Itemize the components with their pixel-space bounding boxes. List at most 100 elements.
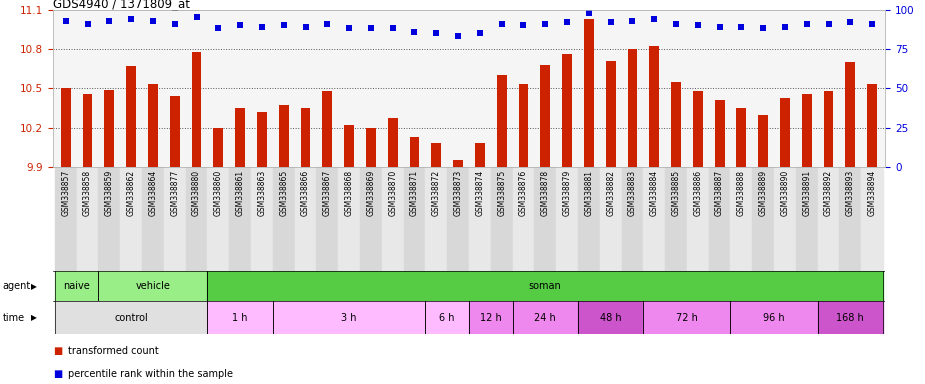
Text: GSM338862: GSM338862: [127, 170, 136, 216]
Bar: [578, 301, 643, 334]
Point: [386, 25, 401, 31]
Text: GSM338882: GSM338882: [606, 170, 615, 216]
Text: 24 h: 24 h: [535, 313, 556, 323]
Bar: [257, 112, 266, 167]
Bar: [818, 301, 883, 334]
Bar: [170, 96, 179, 167]
Point: [364, 25, 378, 31]
Bar: [127, 66, 136, 167]
Bar: [105, 89, 115, 167]
Bar: [475, 143, 485, 167]
Bar: [736, 108, 746, 167]
Point: [712, 24, 727, 30]
Text: GSM338880: GSM338880: [192, 170, 201, 216]
Point: [473, 30, 487, 36]
Text: GSM338889: GSM338889: [758, 170, 768, 216]
Text: GSM338871: GSM338871: [410, 170, 419, 216]
Point: [102, 18, 117, 24]
Bar: [360, 167, 382, 271]
Text: naive: naive: [63, 281, 90, 291]
Point: [298, 24, 313, 30]
Point: [233, 22, 248, 28]
Bar: [344, 125, 354, 167]
Bar: [752, 167, 774, 271]
Bar: [366, 128, 376, 167]
Bar: [453, 161, 463, 167]
Point: [277, 22, 291, 28]
Point: [756, 25, 771, 31]
Point: [516, 22, 531, 28]
Bar: [715, 100, 724, 167]
Text: GSM338857: GSM338857: [61, 170, 70, 217]
Bar: [861, 167, 883, 271]
Text: time: time: [3, 313, 25, 323]
Text: GSM338876: GSM338876: [519, 170, 528, 217]
Text: transformed count: transformed count: [68, 346, 158, 356]
Bar: [207, 271, 883, 301]
Text: 6 h: 6 h: [439, 313, 455, 323]
Bar: [584, 19, 594, 167]
Bar: [649, 46, 660, 167]
Text: GSM338888: GSM338888: [737, 170, 746, 216]
Text: GSM338881: GSM338881: [585, 170, 593, 216]
Bar: [164, 167, 186, 271]
Text: GSM338887: GSM338887: [715, 170, 724, 216]
Text: percentile rank within the sample: percentile rank within the sample: [68, 369, 232, 379]
Text: agent: agent: [3, 281, 31, 291]
Bar: [235, 108, 245, 167]
Text: 3 h: 3 h: [341, 313, 357, 323]
Text: GSM338870: GSM338870: [388, 170, 397, 217]
Bar: [709, 167, 731, 271]
Text: GSM338858: GSM338858: [83, 170, 93, 216]
Point: [407, 28, 422, 35]
Text: vehicle: vehicle: [136, 281, 170, 291]
Bar: [665, 167, 687, 271]
Bar: [447, 167, 469, 271]
Bar: [301, 108, 311, 167]
Point: [429, 30, 444, 36]
Bar: [535, 167, 556, 271]
Bar: [55, 167, 77, 271]
Bar: [431, 143, 441, 167]
Text: GSM338859: GSM338859: [105, 170, 114, 217]
Text: GSM338875: GSM338875: [497, 170, 506, 217]
Bar: [469, 301, 512, 334]
Text: 96 h: 96 h: [763, 313, 785, 323]
Text: 168 h: 168 h: [836, 313, 864, 323]
Text: ■: ■: [53, 369, 62, 379]
Bar: [186, 167, 207, 271]
Bar: [868, 84, 877, 167]
Text: GSM338894: GSM338894: [868, 170, 877, 217]
Text: 48 h: 48 h: [599, 313, 622, 323]
Point: [320, 21, 335, 27]
Bar: [229, 167, 251, 271]
Bar: [142, 167, 164, 271]
Bar: [278, 105, 289, 167]
Point: [560, 19, 574, 25]
Point: [734, 24, 749, 30]
Bar: [556, 167, 578, 271]
Text: GSM338863: GSM338863: [257, 170, 266, 217]
Bar: [82, 94, 93, 167]
Text: GSM338878: GSM338878: [541, 170, 549, 216]
Bar: [426, 301, 469, 334]
Text: ▶: ▶: [31, 313, 37, 322]
Point: [799, 21, 814, 27]
Bar: [599, 167, 622, 271]
Bar: [512, 167, 535, 271]
Bar: [61, 88, 70, 167]
Bar: [323, 91, 332, 167]
Bar: [687, 167, 709, 271]
Point: [537, 21, 552, 27]
Point: [690, 22, 705, 28]
Bar: [469, 167, 491, 271]
Bar: [251, 167, 273, 271]
Point: [647, 16, 661, 22]
Bar: [731, 167, 752, 271]
Text: GSM338890: GSM338890: [781, 170, 789, 217]
Bar: [295, 167, 316, 271]
Bar: [693, 91, 703, 167]
Bar: [273, 167, 295, 271]
Point: [821, 21, 836, 27]
Bar: [403, 167, 426, 271]
